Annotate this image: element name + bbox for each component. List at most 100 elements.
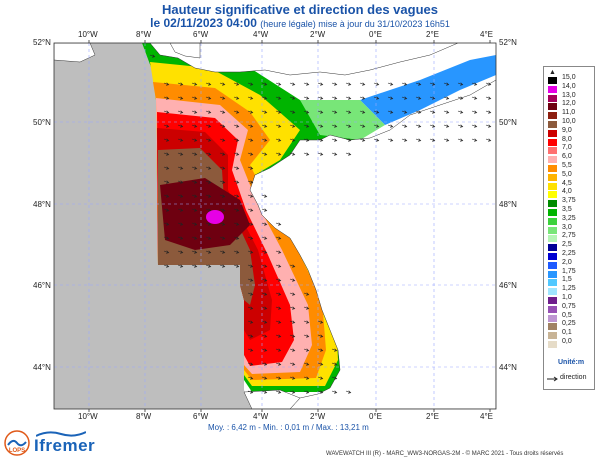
- lops-logo: LOPS: [4, 430, 30, 456]
- direction-arrow: [149, 54, 156, 58]
- direction-arrow: [275, 306, 282, 310]
- direction-arrow: [415, 110, 422, 114]
- direction-arrow: [261, 110, 268, 114]
- legend-label: 7,0: [562, 144, 572, 152]
- lon-label-top: 4°E: [480, 30, 493, 39]
- direction-arrow: [471, 82, 478, 86]
- direction-arrow: [191, 166, 198, 170]
- direction-arrow: [177, 110, 184, 114]
- ifremer-logo: Ifremer: [34, 436, 96, 455]
- legend-label: 1,5: [562, 276, 572, 284]
- direction-arrow: [261, 124, 268, 128]
- forecast-date: le 02/11/2023 04:00: [150, 16, 257, 30]
- direction-arrow: [429, 96, 436, 100]
- direction-arrow: [373, 124, 380, 128]
- direction-arrow: [261, 152, 268, 156]
- direction-arrow: [345, 96, 352, 100]
- direction-arrow: [233, 152, 240, 156]
- lat-label-right: 46°N: [499, 281, 517, 290]
- legend-swatch: [548, 226, 557, 234]
- legend-label: 3,5: [562, 206, 572, 213]
- lon-label-bottom: 10°W: [78, 412, 98, 421]
- direction-arrow: [317, 390, 324, 394]
- channel-band-lightgreen: [300, 100, 385, 140]
- direction-arrow: [163, 82, 170, 86]
- direction-arrow: [303, 124, 310, 128]
- direction-arrow: [233, 264, 240, 268]
- direction-arrow: [233, 124, 240, 128]
- direction-arrow: [331, 82, 338, 86]
- direction-arrow: [219, 166, 226, 170]
- direction-arrow: [191, 208, 198, 212]
- direction-arrow: [275, 222, 282, 226]
- direction-arrow: [163, 152, 170, 156]
- direction-arrow: [219, 124, 226, 128]
- direction-arrow: [261, 82, 268, 86]
- direction-arrow: [275, 348, 282, 352]
- direction-arrow: [289, 82, 296, 86]
- direction-arrow: [401, 82, 408, 86]
- legend-swatch: [548, 85, 557, 93]
- direction-arrow: [317, 334, 324, 338]
- legend-swatch: [548, 209, 557, 216]
- legend-swatch: [548, 156, 557, 164]
- direction-arrow: [443, 138, 450, 142]
- direction-arrow: [331, 152, 338, 156]
- legend-label: 4,5: [562, 179, 572, 187]
- direction-arrow: [177, 222, 184, 226]
- direction-arrow: [247, 208, 254, 212]
- direction-arrow: [303, 306, 310, 310]
- legend-swatch: [548, 323, 557, 331]
- direction-arrow: [275, 236, 282, 240]
- direction-arrow: [233, 194, 240, 198]
- direction-arrow: [247, 222, 254, 226]
- direction-arrow: [163, 124, 170, 128]
- direction-arrow: [261, 320, 268, 324]
- direction-arrow: [359, 96, 366, 100]
- legend-label: 2,25: [562, 250, 576, 257]
- legend-label: 4,0: [562, 188, 572, 196]
- direction-arrow: [331, 124, 338, 128]
- direction-arrow: [261, 138, 268, 142]
- direction-arrow: [261, 236, 268, 240]
- direction-arrow: [261, 264, 268, 268]
- legend-label: 2,75: [562, 232, 576, 240]
- direction-arrow: [429, 138, 436, 142]
- direction-arrow: [177, 194, 184, 198]
- legend-swatch: [548, 103, 557, 111]
- direction-arrow: [247, 306, 254, 310]
- direction-arrow: [289, 390, 296, 394]
- direction-arrow: [317, 138, 324, 142]
- direction-arrow: [275, 96, 282, 100]
- direction-arrow: [177, 166, 184, 170]
- direction-arrow: [205, 96, 212, 100]
- direction-arrow: [317, 376, 324, 380]
- direction-arrow: [205, 82, 212, 86]
- direction-arrow: [233, 236, 240, 240]
- channel-band-blue: [360, 55, 496, 125]
- direction-arrow: [471, 124, 478, 128]
- wave-direction-arrows: [149, 54, 492, 394]
- direction-arrow: [261, 390, 268, 394]
- direction-arrow: [317, 96, 324, 100]
- direction-arrow: [191, 264, 198, 268]
- direction-arrow: [177, 96, 184, 100]
- direction-arrow: [457, 82, 464, 86]
- direction-arrow: [247, 362, 254, 366]
- direction-arrow: [331, 110, 338, 114]
- direction-arrow: [233, 250, 240, 254]
- lon-label-top: 2°W: [310, 30, 326, 39]
- lon-label-top: 0°E: [369, 30, 382, 39]
- lon-label-bottom: 8°W: [136, 412, 152, 421]
- direction-arrow: [303, 82, 310, 86]
- direction-arrow: [261, 348, 268, 352]
- legend-label: 1,25: [562, 285, 576, 293]
- direction-arrow: [219, 264, 226, 268]
- direction-arrow: [247, 292, 254, 296]
- direction-arrow: [485, 138, 492, 142]
- legend-label: 2,5: [562, 241, 572, 249]
- direction-arrow: [219, 180, 226, 184]
- legend-swatch: [548, 112, 557, 120]
- direction-arrow: [275, 362, 282, 366]
- legend-label: 6,0: [562, 153, 572, 161]
